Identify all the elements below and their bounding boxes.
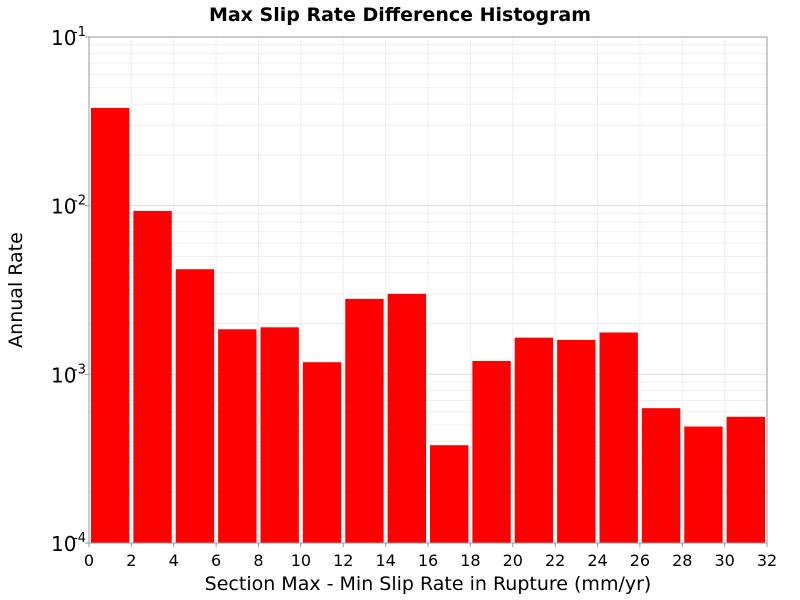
histogram-bar xyxy=(514,337,554,543)
y-tick-label-base: 10 xyxy=(51,26,76,50)
x-tick-label: 8 xyxy=(253,551,263,570)
histogram-bar xyxy=(345,298,384,543)
y-tick-label-base: 10 xyxy=(51,532,76,556)
x-axis-ticks: 0 2 4 6 8 10 12 14 16 18 20 22 24 26 28 30 32 xyxy=(84,543,777,570)
histogram-bar xyxy=(302,362,342,543)
y-tick-label-exponent: -4 xyxy=(73,531,86,546)
y-tick-label-exponent: -1 xyxy=(73,25,86,40)
y-tick-label-exponent: -2 xyxy=(73,194,86,209)
x-tick-label: 26 xyxy=(630,551,650,570)
histogram-bar xyxy=(175,269,215,543)
x-tick-label: 24 xyxy=(587,551,607,570)
histogram-bar xyxy=(557,339,596,543)
x-tick-label: 4 xyxy=(169,551,179,570)
x-tick-label: 18 xyxy=(460,551,480,570)
histogram-bar xyxy=(599,332,638,543)
y-tick-label-base: 10 xyxy=(51,195,76,219)
histogram-bar xyxy=(260,327,299,543)
x-tick-label: 6 xyxy=(211,551,221,570)
histogram-bar xyxy=(684,426,723,543)
x-tick-label: 22 xyxy=(545,551,565,570)
x-tick-label: 12 xyxy=(333,551,353,570)
histogram-bar xyxy=(133,210,172,543)
y-axis-label: Annual Rate xyxy=(5,232,27,348)
histogram-bar xyxy=(641,408,681,543)
x-axis-label: Section Max - Min Slip Rate in Rupture (… xyxy=(205,573,652,595)
histogram-bar xyxy=(472,360,511,543)
x-tick-label: 28 xyxy=(672,551,692,570)
x-tick-label: 2 xyxy=(126,551,136,570)
histogram-bar xyxy=(218,329,257,543)
x-tick-label: 32 xyxy=(757,551,777,570)
x-tick-label: 10 xyxy=(291,551,311,570)
x-tick-label: 16 xyxy=(418,551,438,570)
y-tick-label-exponent: -3 xyxy=(73,362,86,377)
y-tick-label-base: 10 xyxy=(51,363,76,387)
x-tick-label: 30 xyxy=(714,551,734,570)
x-tick-label: 20 xyxy=(503,551,523,570)
histogram-bar xyxy=(387,293,426,543)
x-tick-label: 14 xyxy=(375,551,395,570)
histogram-bar xyxy=(726,416,765,543)
histogram-bar xyxy=(91,107,130,544)
y-axis-ticks: 10-110-210-310-4 xyxy=(51,25,89,556)
x-tick-label: 0 xyxy=(84,551,94,570)
histogram-bar xyxy=(430,445,469,543)
bars xyxy=(91,107,765,544)
chart-title: Max Slip Rate Difference Histogram xyxy=(209,4,591,26)
